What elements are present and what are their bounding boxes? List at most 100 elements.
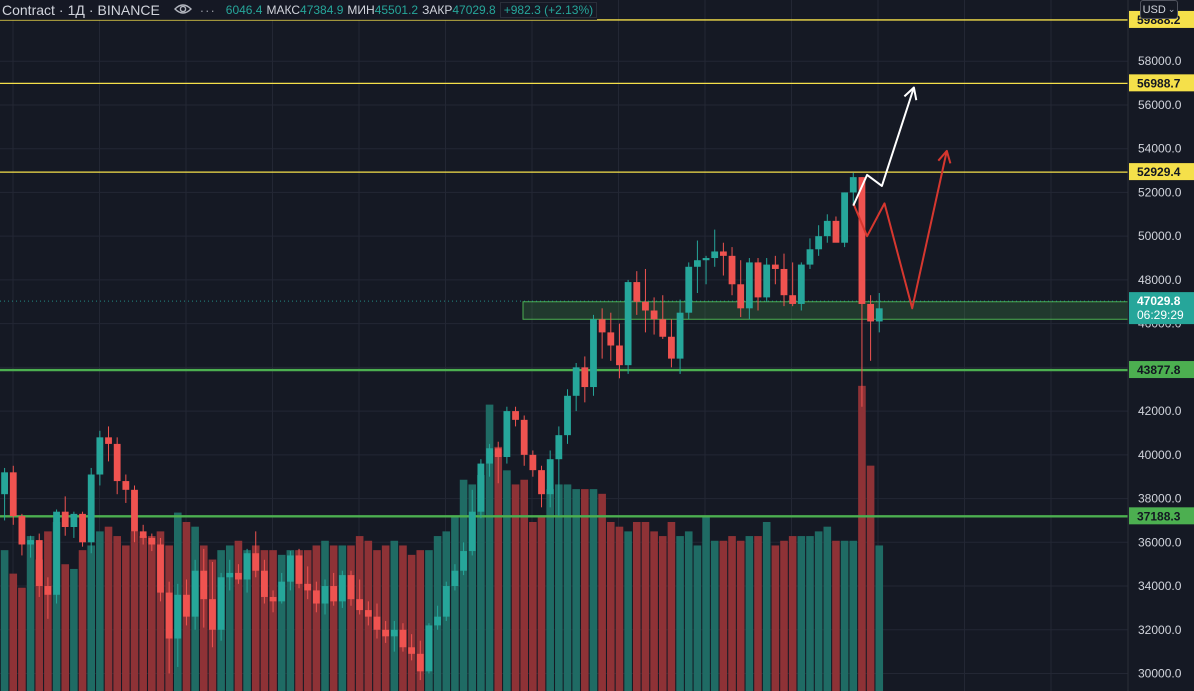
candle-body [235, 572, 242, 580]
volume-bar [624, 531, 632, 691]
candle-body [841, 192, 849, 243]
candle-body [685, 266, 693, 313]
volume-bar [702, 517, 710, 691]
y-tick-label: 54000.0 [1138, 142, 1182, 156]
volume-bars [0, 385, 884, 691]
volume-bar [148, 536, 156, 691]
volume-bar [104, 526, 113, 691]
candle-body [53, 511, 60, 595]
volume-bar [139, 536, 147, 691]
volume-bar [70, 568, 78, 691]
candle-body [330, 586, 338, 602]
candle-body [737, 284, 745, 309]
volume-bar [260, 550, 269, 691]
volume-bar [788, 536, 797, 691]
symbol-name[interactable]: Contract [2, 2, 55, 18]
volume-bar [780, 540, 788, 691]
candle-body [338, 575, 346, 602]
candle-body [96, 437, 104, 475]
candle-body [1, 472, 9, 495]
volume-bar [529, 521, 537, 691]
volume-bar [572, 489, 580, 691]
volume-bar [9, 573, 18, 691]
separator-dot: · [58, 2, 64, 18]
candle-body [780, 268, 788, 296]
volume-bar [598, 493, 606, 691]
bearish-projection-path-arrowhead [937, 149, 952, 164]
volume-bar [503, 470, 511, 691]
candle-body [832, 220, 840, 243]
current-price-tag [1129, 292, 1194, 325]
volume-bar [581, 489, 589, 691]
candle-body [131, 489, 138, 532]
ohlc-values: 6046.4 МАКС47384.9 МИН45501.2 ЗАКР47029.8 [226, 3, 500, 17]
candle-body [875, 308, 883, 322]
support-zone [522, 301, 1129, 320]
level-price-label: 37188.3 [1137, 509, 1181, 523]
volume-bar [806, 536, 814, 691]
volume-bar [243, 550, 251, 691]
candle-body [858, 177, 866, 304]
y-tick-label: 56000.0 [1138, 98, 1182, 112]
candle-body [624, 282, 632, 366]
volume-bar [26, 536, 35, 691]
volume-bar [468, 484, 477, 691]
exchange-label: BINANCE [97, 2, 160, 18]
eye-icon[interactable] [173, 2, 192, 18]
candle-body [191, 570, 199, 617]
y-tick-label: 32000.0 [1138, 623, 1182, 637]
interval-label[interactable]: 1Д [67, 2, 85, 18]
candle-body [261, 570, 268, 597]
volume-bar [719, 540, 728, 691]
bullish-projection-path [852, 87, 915, 207]
volume-bar [329, 545, 338, 691]
volume-bar [61, 564, 70, 691]
candle-body [364, 610, 372, 617]
candle-body [113, 443, 121, 482]
candle-body [165, 592, 173, 639]
volume-bar [113, 536, 121, 691]
volume-bar [555, 484, 563, 691]
volume-bar [321, 540, 329, 691]
candle-body [243, 553, 251, 580]
candle-body [87, 474, 95, 543]
volume-bar [693, 545, 702, 691]
volume-bar [269, 550, 277, 691]
candle-body [174, 594, 182, 639]
candle-body [789, 295, 797, 304]
candle-body [408, 647, 416, 654]
volume-bar [866, 465, 875, 691]
volume-bar [875, 545, 884, 691]
candle-body [451, 570, 459, 587]
low-label: МИН [347, 3, 375, 17]
volume-bar [451, 517, 459, 691]
volume-bar [338, 545, 347, 691]
candle-body [668, 336, 675, 359]
currency-selector[interactable]: USD ⌄ [1140, 0, 1178, 19]
candle-body [572, 367, 580, 396]
candle-body [564, 395, 571, 436]
candle-body [416, 653, 424, 672]
candle-body [546, 459, 554, 495]
separator-dot: · [88, 2, 94, 18]
candle-body [538, 470, 545, 495]
candle-body [529, 454, 537, 471]
candle-body [607, 332, 615, 346]
volume-bar [754, 536, 762, 691]
close-label: ЗАКР [422, 3, 453, 17]
level-price-label: 56988.7 [1137, 76, 1181, 90]
volume-bar [607, 521, 615, 691]
level-price-label: 52929.4 [1137, 165, 1181, 179]
more-dots-icon[interactable]: ··· [199, 2, 216, 18]
volume-bar [416, 550, 425, 691]
candle-body [79, 513, 86, 543]
volume-bar [537, 517, 546, 691]
volume-bar [18, 587, 26, 691]
volume-bar [658, 536, 667, 691]
open-value: 6046.4 [225, 3, 263, 17]
candle-body [209, 599, 216, 630]
candle-body [312, 590, 320, 604]
volume-bar [225, 545, 234, 691]
